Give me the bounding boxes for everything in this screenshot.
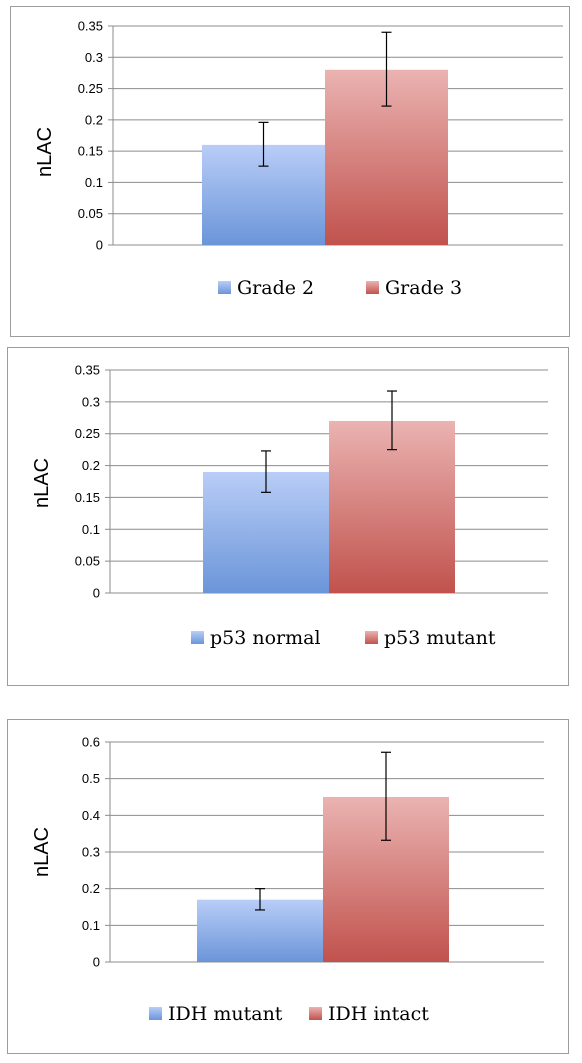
- error-bar: [381, 31, 392, 107]
- chart-panel-2: 0 0.05 0.1 0.15 0.2 0.25 0.3 0.35 nLAC p53 normal…: [7, 347, 569, 686]
- legend-swatch: [309, 1007, 322, 1020]
- legend-label: p53 mutant: [384, 627, 496, 649]
- y-tick-label: 0.15: [78, 144, 103, 159]
- legend-swatch: [366, 281, 379, 294]
- error-bar: [255, 888, 265, 911]
- legend-label: Grade 2: [237, 277, 314, 299]
- y-axis-label: nLAC: [31, 827, 53, 877]
- y-tick-label: 0.6: [82, 735, 100, 750]
- y-tick-label: 0.1: [85, 175, 103, 190]
- y-tick-label: 0.3: [85, 50, 103, 65]
- legend-label: Grade 3: [385, 277, 462, 299]
- legend-swatch: [191, 631, 204, 644]
- chart-2-svg: 0 0.05 0.1 0.15 0.2 0.25 0.3 0.35 nLAC p53 normal…: [31, 363, 548, 649]
- y-tick-label: 0.3: [82, 394, 100, 409]
- error-bar: [387, 390, 397, 451]
- legend-swatch: [218, 281, 231, 294]
- y-tick-label: 0.35: [78, 19, 103, 34]
- legend-swatch: [365, 631, 378, 644]
- y-tick-label: 0.3: [82, 845, 100, 860]
- y-tick-label: 0.05: [78, 206, 103, 221]
- y-tick-label: 0.2: [82, 458, 100, 473]
- y-tick-label: 0: [96, 238, 103, 253]
- legend-label: IDH mutant: [168, 1003, 283, 1025]
- legend-label: p53 normal: [210, 627, 321, 649]
- y-tick-label: 0.05: [75, 554, 100, 569]
- error-bar: [258, 121, 269, 167]
- chart-3-svg: 0 0.1 0.2 0.3 0.4 0.5 0.6 nLAC IDH mutant IDH int…: [31, 735, 544, 1025]
- y-tick-label: 0.25: [78, 81, 103, 96]
- legend-label: IDH intact: [328, 1003, 429, 1025]
- y-tick-label: 0.4: [82, 808, 100, 823]
- y-tick-label: 0.2: [82, 881, 100, 896]
- error-bar: [381, 751, 391, 841]
- chart-1-svg: 0 0.05 0.1 0.15 0.2 0.25 0.3 0.35 nLAC Grade 2 Gra…: [34, 19, 563, 299]
- y-tick-label: 0.1: [82, 522, 100, 537]
- y-tick-label: 0.2: [85, 112, 103, 127]
- y-tick-label: 0.15: [75, 490, 100, 505]
- y-tick-label: 0: [93, 586, 100, 601]
- y-tick-label: 0: [93, 955, 100, 970]
- y-tick-label: 0.5: [82, 771, 100, 786]
- error-bar: [261, 450, 271, 493]
- y-tick-label: 0.1: [82, 918, 100, 933]
- legend-swatch: [149, 1007, 162, 1020]
- y-axis-label: nLAC: [34, 127, 56, 177]
- y-tick-label: 0.35: [75, 363, 100, 378]
- y-tick-label: 0.25: [75, 426, 100, 441]
- chart-panel-1: 0 0.05 0.1 0.15 0.2 0.25 0.3 0.35 nLAC Grade 2 Gra…: [10, 6, 570, 337]
- chart-panel-3: 0 0.1 0.2 0.3 0.4 0.5 0.6 nLAC IDH mutant IDH int…: [7, 719, 569, 1054]
- y-axis-label: nLAC: [31, 458, 53, 508]
